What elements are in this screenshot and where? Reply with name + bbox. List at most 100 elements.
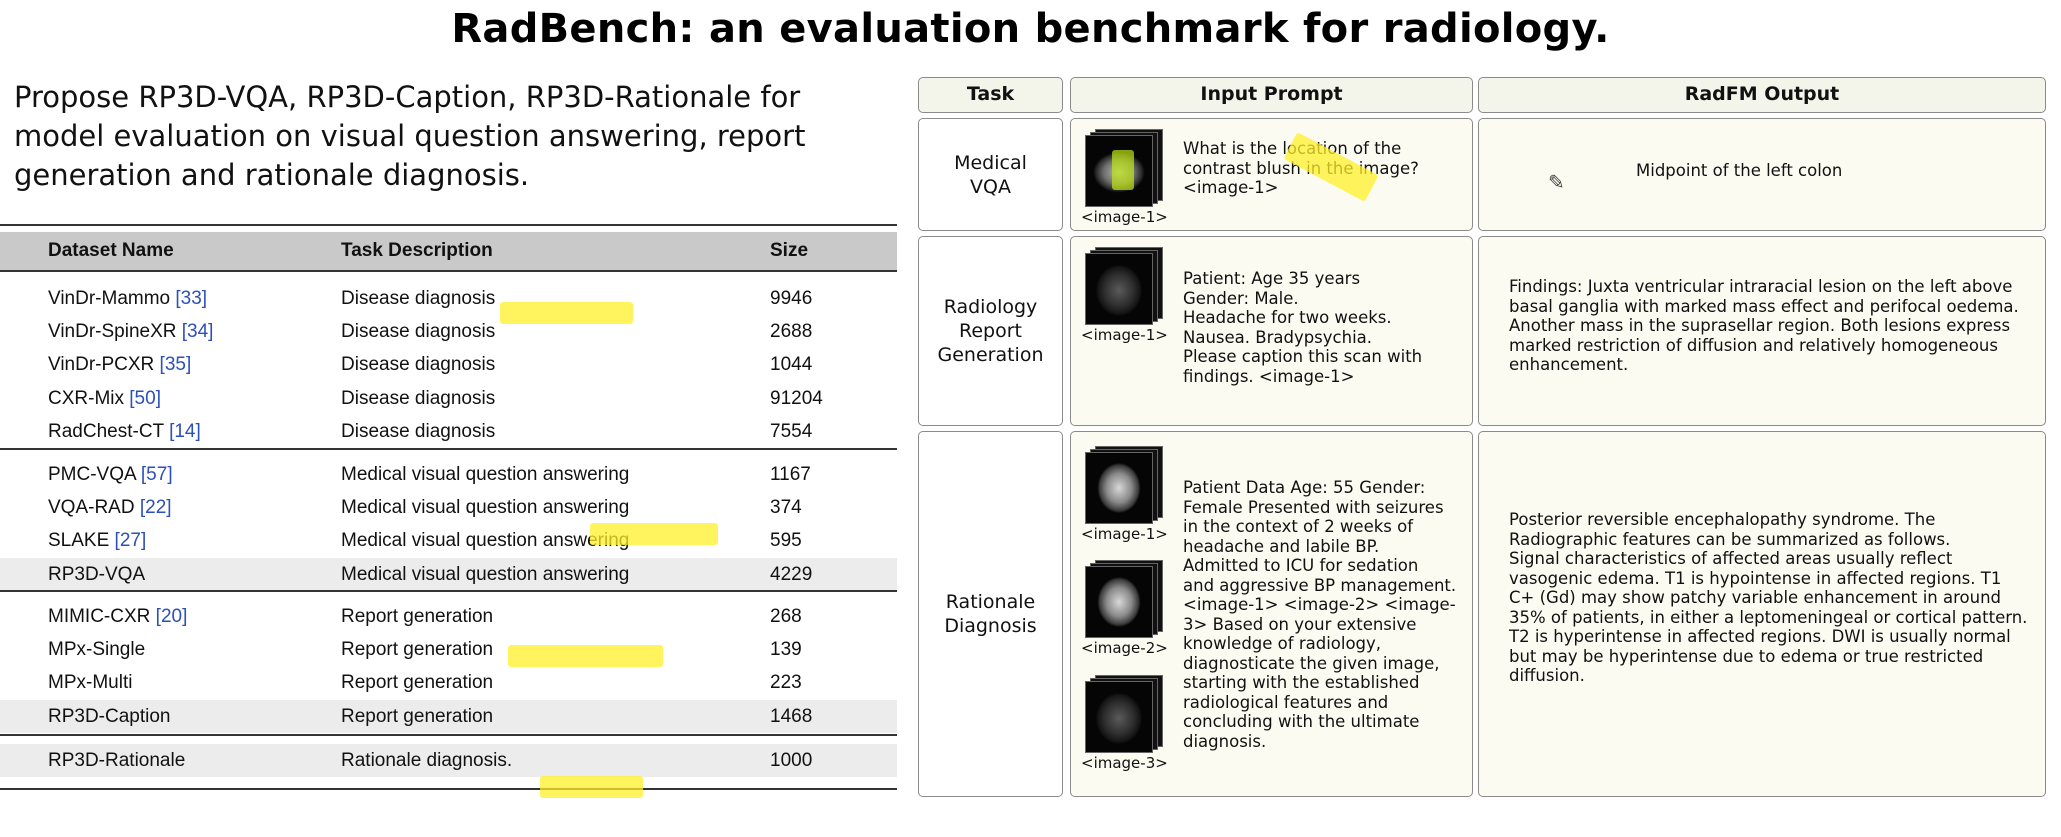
output-cell: Findings: Juxta ventricular intraracial … xyxy=(1478,236,2046,426)
scan-image xyxy=(1085,560,1163,638)
dataset-size: 595 xyxy=(770,530,802,552)
table-row: MIMIC-CXR [20] Report generation 268 xyxy=(0,600,897,633)
task-label-line: Radiology xyxy=(943,296,1038,318)
dataset-size: 7554 xyxy=(770,420,813,442)
output-line: enhancement. xyxy=(1509,355,1629,374)
prompt-line: radiological features and xyxy=(1183,692,1389,712)
output-text: Findings: Juxta ventricular intraracial … xyxy=(1509,277,2019,375)
task-label-line: Generation xyxy=(937,344,1044,366)
group-separator xyxy=(0,448,897,450)
dataset-size: 1167 xyxy=(770,464,811,485)
prompt-line: Nausea. Bradypsychia. xyxy=(1183,327,1373,347)
table-row: RP3D-VQA Medical visual question answerin… xyxy=(0,557,897,591)
task-description: Medical visual question answering xyxy=(341,563,630,585)
dataset-name: RP3D-VQA xyxy=(48,563,146,585)
table-row: PMC-VQA [57] Medical visual question answ… xyxy=(0,458,897,491)
dataset-name: RP3D-Caption xyxy=(48,705,171,727)
column-header-cell: RadFM Output xyxy=(1478,77,2046,113)
page-title: RadBench: an evaluation benchmark for ra… xyxy=(451,6,1610,52)
task-description: Report generation xyxy=(341,672,494,694)
dataset-name: MPx-Single xyxy=(48,639,146,661)
output-line: vasogenic edema. T1 is hypointense in af… xyxy=(1509,568,2002,588)
scan-image xyxy=(1085,247,1163,325)
scan-layer xyxy=(1085,681,1153,753)
dataset-name: SLAKE [27] xyxy=(48,530,147,552)
table-top-rule xyxy=(0,224,897,226)
dataset-size: 4229 xyxy=(770,563,813,585)
prompt-line: Gender: Male. xyxy=(1183,288,1299,308)
scan-image xyxy=(1085,675,1163,753)
dataset-name: MPx-Multi xyxy=(48,672,133,694)
task-description: Disease diagnosis xyxy=(341,288,496,309)
citation-ref: [50] xyxy=(124,387,161,409)
table-row: RadChest-CT [14] Disease diagnosis 7554 xyxy=(0,415,897,448)
scan-layer xyxy=(1085,452,1153,524)
image-caption: <image-2> xyxy=(1081,639,1168,657)
task-description: Medical visual question answering xyxy=(341,464,630,485)
column-header: Task Description xyxy=(341,240,493,261)
task-label: Rationale Diagnosis xyxy=(944,590,1036,638)
dataset-name: VinDr-PCXR [35] xyxy=(48,354,192,376)
intro-text: Propose RP3D-VQA, RP3D-Caption, RP3D-Rat… xyxy=(14,80,806,192)
prompt-line: Patient Data Age: 55 Gender: xyxy=(1183,478,1426,497)
task-description: Report generation xyxy=(341,705,494,727)
dataset-name: RadChest-CT [14] xyxy=(48,420,201,442)
prompt-line: 3> Based on your extensive xyxy=(1183,614,1417,634)
prompt-line: knowledge of radiology, xyxy=(1183,634,1382,653)
output-cell: Posterior reversible encephalopathy synd… xyxy=(1478,431,2046,797)
scan-image xyxy=(1085,446,1163,524)
dataset-name: RP3D-Rationale xyxy=(48,750,186,771)
column-header-cell: Input Prompt xyxy=(1070,77,1473,113)
output-line: Midpoint of the left colon xyxy=(1636,161,1843,180)
table-bottom-rule xyxy=(0,788,897,790)
prompt-line: starting with the established xyxy=(1183,673,1420,692)
dataset-size: 1044 xyxy=(770,354,813,376)
dataset-size: 139 xyxy=(770,639,802,661)
image-caption: <image-3> xyxy=(1081,754,1168,772)
dataset-name: VQA-RAD [22] xyxy=(48,497,172,519)
output-cell: Midpoint of the left colon xyxy=(1478,118,2046,231)
dataset-size: 374 xyxy=(770,497,802,519)
task-description: Disease diagnosis xyxy=(341,387,496,409)
highlight-mark xyxy=(508,645,663,667)
column-header: Size xyxy=(770,240,809,261)
task-description: Medical visual question answering xyxy=(341,497,630,519)
task-description: Report generation xyxy=(341,606,494,627)
citation-ref: [33] xyxy=(170,288,208,309)
group-separator xyxy=(0,734,897,736)
citation-ref: [34] xyxy=(176,321,214,343)
dataset-name: PMC-VQA [57] xyxy=(48,464,173,485)
output-line: but may be hyperintense due to edema or … xyxy=(1509,646,1984,666)
output-line: marked restriction of diffusion and rela… xyxy=(1509,335,1998,355)
task-description: Medical visual question answering xyxy=(341,530,630,552)
dataset-name: VinDr-SpineXR [34] xyxy=(48,321,214,343)
dataset-size: 1468 xyxy=(770,705,813,727)
citation-ref: [57] xyxy=(135,464,173,485)
dataset-size: 223 xyxy=(770,672,802,694)
output-line: 35% of patients, in either a leptomening… xyxy=(1509,607,2028,627)
scan-layer xyxy=(1085,253,1153,325)
prompt-line: Headache for two weeks. xyxy=(1183,308,1392,327)
prompt-line: Admitted to ICU for sedation xyxy=(1183,556,1419,575)
dataset-name: CXR-Mix [50] xyxy=(48,387,161,409)
citation-ref: [35] xyxy=(154,354,192,376)
table-row: SLAKE [27] Medical visual question answer… xyxy=(0,524,897,557)
prompt-line: <image-1> xyxy=(1183,178,1279,197)
prompt-cell: <image-1> Patient: Age 35 years Gender: Ma… xyxy=(1070,236,1473,426)
prompt-line: in the context of 2 weeks of xyxy=(1183,517,1414,536)
highlight-mark xyxy=(1112,150,1134,190)
task-description: Rationale diagnosis. xyxy=(341,750,513,771)
prompt-line: and aggressive BP management. xyxy=(1183,575,1457,595)
scan-layer xyxy=(1085,566,1153,638)
table-row: VQA-RAD [22] Medical visual question answ… xyxy=(0,491,897,524)
dataset-size: 1000 xyxy=(770,750,813,771)
prompt-line: diagnosis. xyxy=(1183,731,1267,751)
citation-ref: [14] xyxy=(163,420,201,442)
task-label-line: Diagnosis xyxy=(944,615,1037,637)
dataset-size: 91204 xyxy=(770,387,823,409)
pencil-icon: ✎ xyxy=(1548,172,1565,194)
task-description: Report generation xyxy=(341,639,494,661)
dataset-name: MIMIC-CXR [20] xyxy=(48,606,188,627)
highlight-mark xyxy=(500,302,633,324)
task-label-line: Rationale xyxy=(945,591,1036,613)
